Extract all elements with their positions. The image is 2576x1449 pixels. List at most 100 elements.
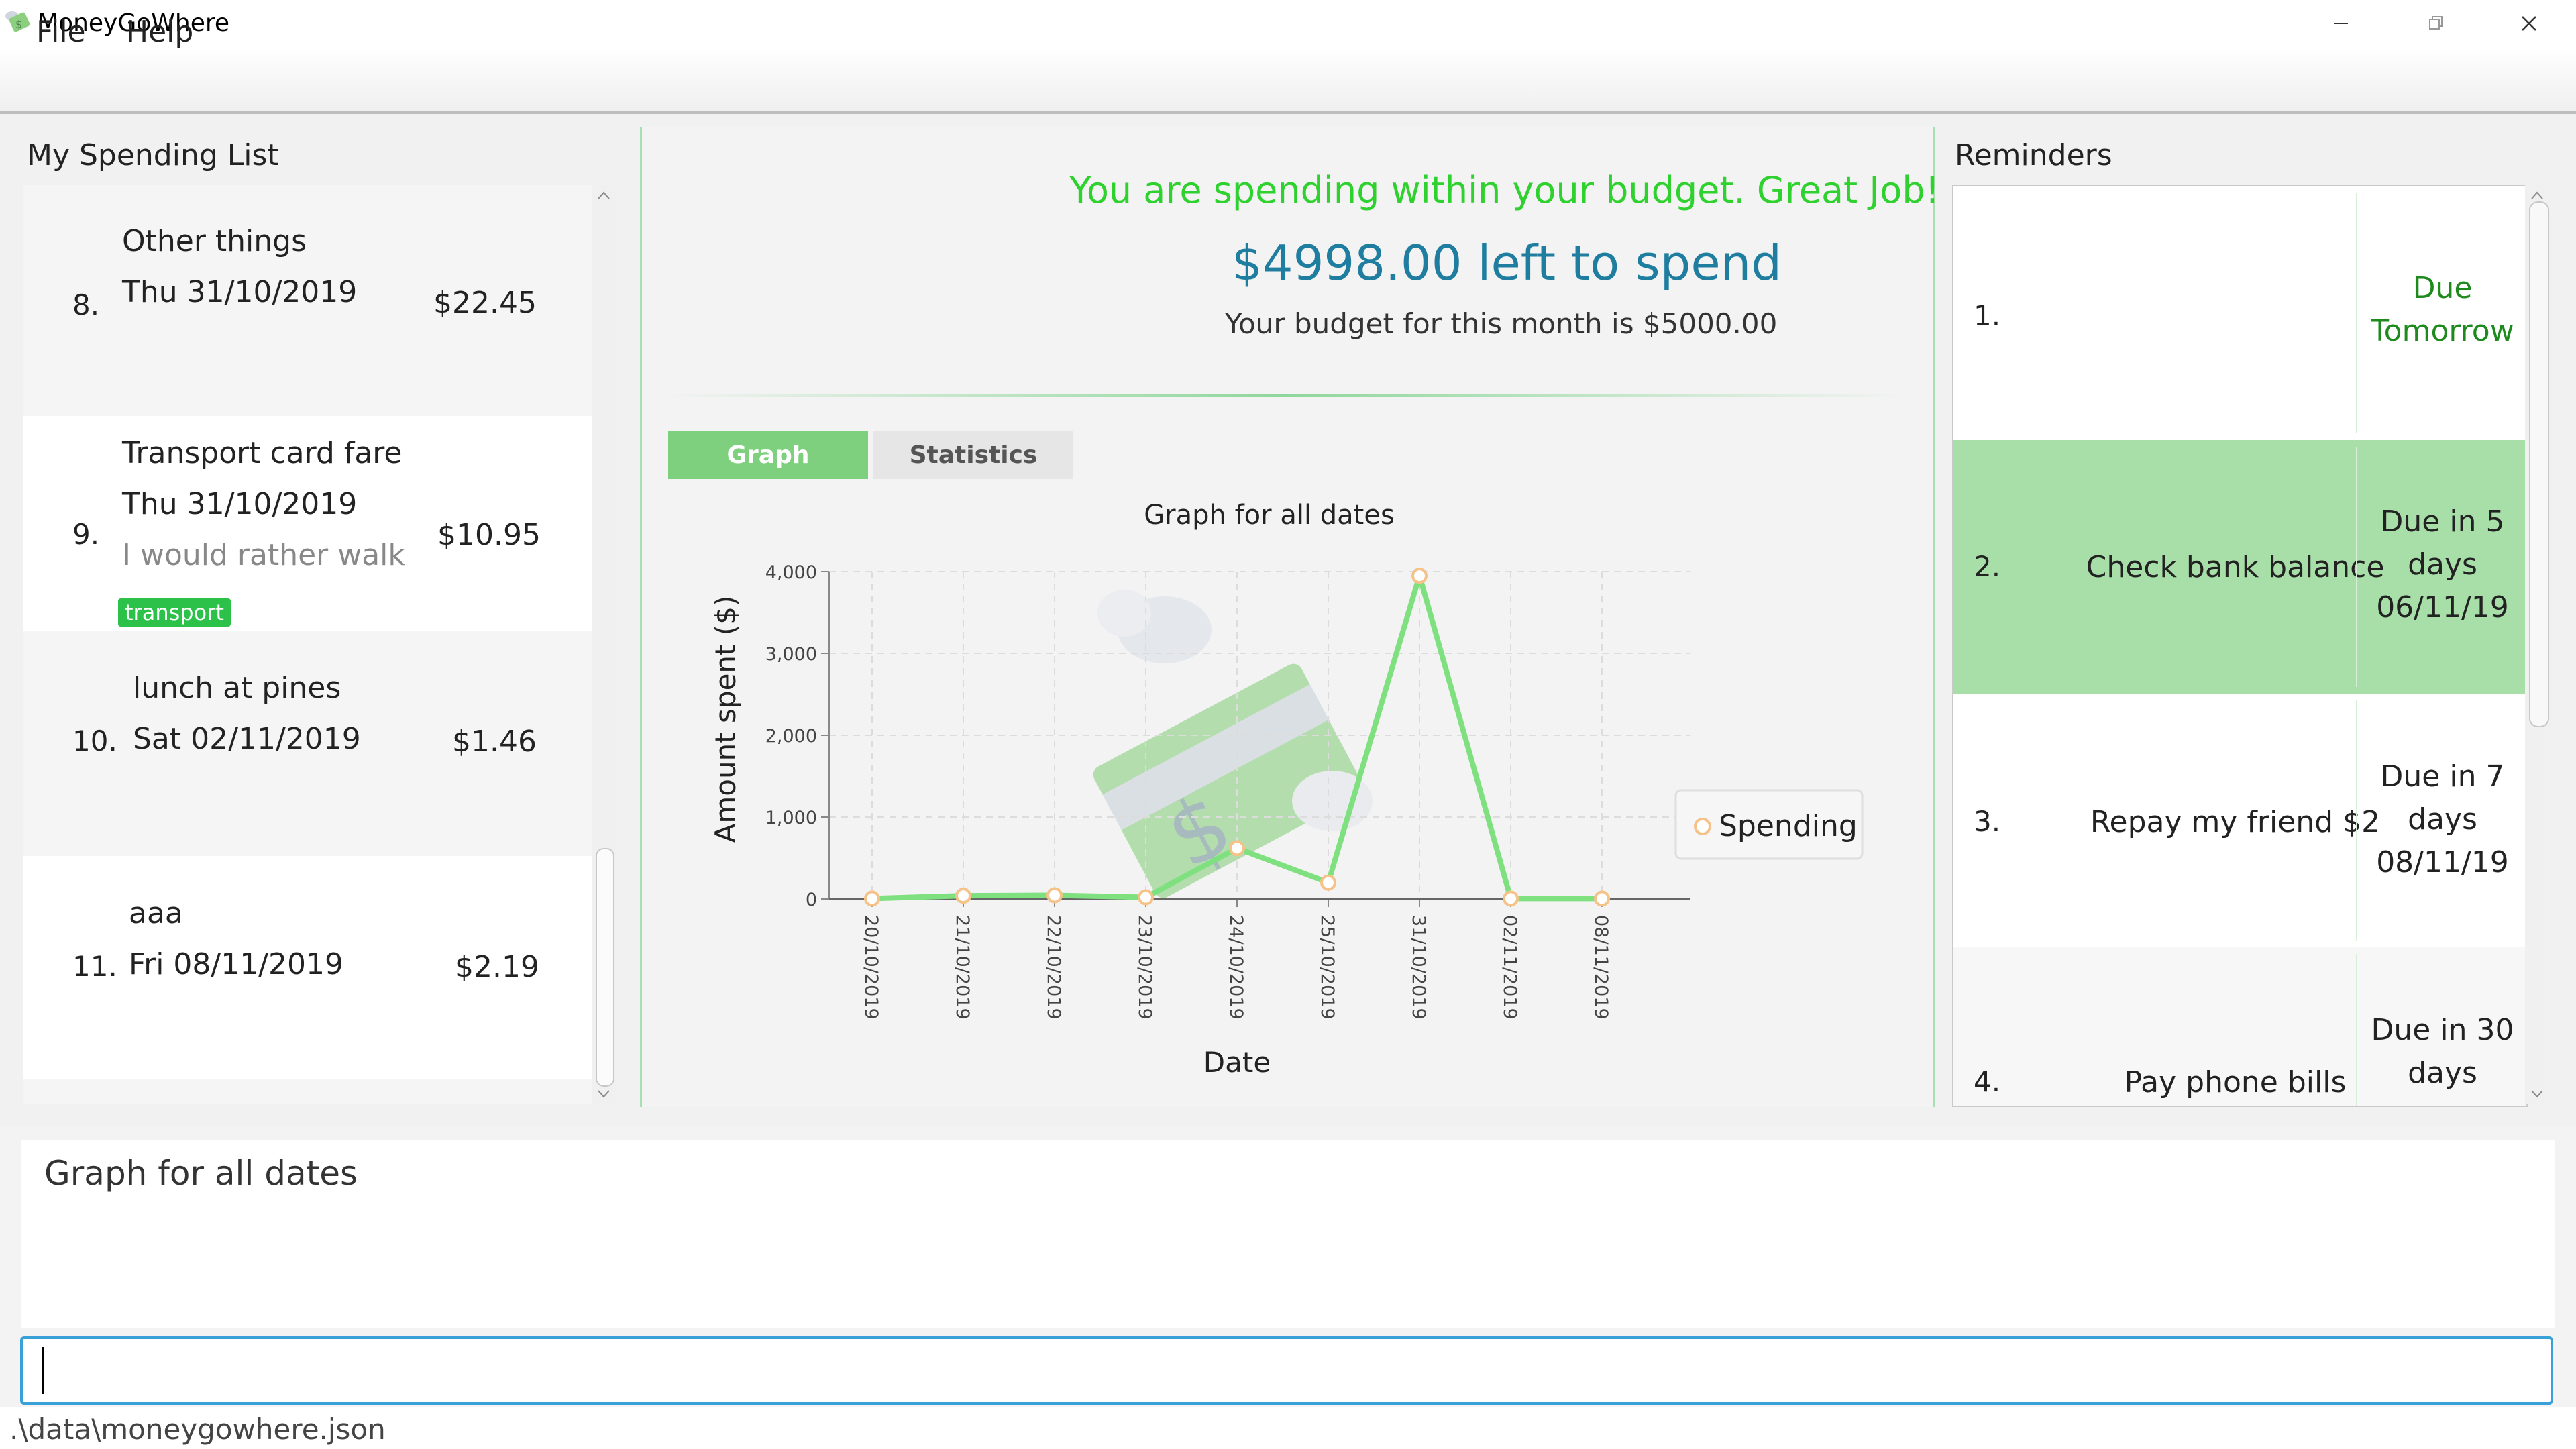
budget-panel [640, 127, 1935, 1107]
reminder-divider [2356, 193, 2357, 433]
reminder-due-line: days [2408, 802, 2477, 837]
reminder-row[interactable]: 2. Check bank balance Due in 5 days 06/1… [1953, 440, 2526, 694]
reminder-due-line: Due in 30 [2371, 1013, 2514, 1047]
spending-card[interactable]: 8. Other things Thu 31/10/2019 $22.45 [23, 185, 592, 408]
reminder-due-line: 08/11/19 [2376, 845, 2509, 879]
y-tick-label: 1,000 [765, 808, 817, 828]
reminder-divider [2356, 447, 2357, 687]
scroll-up-icon[interactable] [2525, 185, 2549, 205]
status-bar-path: .\data\moneygowhere.json [9, 1413, 386, 1446]
spending-name: aaa [129, 896, 183, 930]
menu-file[interactable]: File [36, 15, 86, 49]
monthly-budget: Your budget for this month is $5000.00 [1225, 307, 1778, 340]
spending-name: lunch at pines [133, 671, 341, 705]
spending-chart: $ Graph for all dates 0 1,000 2,000 3,000 4,… [709, 500, 1864, 1079]
reminder-row[interactable]: 4. Pay phone bills Due in 30 days [1953, 947, 2526, 1106]
reminder-index: 2. [1974, 550, 2001, 583]
reminder-due-line: 06/11/19 [2376, 590, 2509, 625]
reminder-row[interactable]: 3. Repay my friend $2 Due in 7 days 08/1… [1953, 694, 2526, 947]
x-tick-label: 08/11/2019 [1591, 915, 1611, 1020]
chart-axes: 0 1,000 2,000 3,000 4,000 20/10/2019 21/10/201… [765, 562, 1690, 1020]
spending-card[interactable]: 10. lunch at pines Sat 02/11/2019 $1.46 [23, 631, 592, 853]
reminder-due: Due in 5 days 06/11/19 [2359, 500, 2526, 629]
x-tick-label: 24/10/2019 [1226, 915, 1246, 1020]
y-tick-label: 4,000 [765, 562, 817, 583]
x-tick-label: 31/10/2019 [1408, 915, 1429, 1020]
spending-list-title: My Spending List [27, 138, 279, 172]
x-tick-label: 20/10/2019 [861, 915, 881, 1020]
reminder-index: 4. [1974, 1065, 2001, 1098]
chart-series [864, 568, 1610, 907]
spending-name: Transport card fare [122, 436, 402, 470]
spending-name: Other things [122, 224, 307, 258]
watermark-logo-icon: $ [1093, 590, 1373, 898]
data-point [1046, 887, 1063, 904]
reminder-divider [2356, 700, 2357, 941]
reminder-due-line: Due in 7 [2380, 759, 2505, 794]
reminders-title: Reminders [1955, 138, 2112, 172]
command-input[interactable] [20, 1336, 2553, 1405]
spending-amount: $22.45 [433, 286, 537, 320]
budget-status-message: You are spending within your budget. Gre… [1069, 169, 1940, 211]
spending-card[interactable]: 11. aaa Fri 08/11/2019 $2.19 [23, 856, 592, 1079]
reminder-description: Check bank balance [2086, 550, 2385, 584]
spending-amount: $1.46 [452, 724, 537, 759]
spending-card[interactable]: 9. Transport card fare Thu 31/10/2019 I … [23, 416, 592, 631]
spending-date: Thu 31/10/2019 [122, 275, 358, 309]
reminder-due: Due Tomorrow [2359, 267, 2526, 353]
status-bar [0, 1407, 2576, 1449]
menu-bar [0, 47, 2576, 114]
reminder-row[interactable]: 1. Due Tomorrow [1953, 186, 2526, 440]
spending-index: 9. [72, 518, 100, 551]
scroll-down-icon[interactable] [2525, 1084, 2549, 1104]
menu-help[interactable]: Help [126, 15, 194, 49]
spending-index: 10. [72, 724, 117, 757]
close-button[interactable] [2482, 0, 2576, 47]
window-title: MoneyGoWhere [38, 9, 229, 37]
spending-date: Sat 02/11/2019 [133, 722, 361, 756]
reminder-divider [2356, 954, 2357, 1106]
legend-marker-icon [1694, 818, 1711, 835]
spending-remark: I would rather walk [122, 538, 405, 572]
spending-date: Thu 31/10/2019 [122, 487, 358, 521]
chart-title: Graph for all dates [1144, 500, 1395, 531]
spending-index: 11. [72, 950, 117, 983]
x-tick-label: 21/10/2019 [952, 915, 973, 1020]
reminder-due: Due in 30 days [2359, 1009, 2526, 1095]
reminder-due-line: Due in 5 [2380, 504, 2505, 539]
scroll-down-icon[interactable] [592, 1084, 616, 1104]
data-point [1320, 874, 1336, 891]
x-tick-label: 02/11/2019 [1499, 915, 1520, 1020]
y-tick-label: 3,000 [765, 644, 817, 665]
x-tick-label: 25/10/2019 [1317, 915, 1338, 1020]
title-bar [0, 0, 2576, 47]
reminder-description: Pay phone bills [2124, 1065, 2347, 1099]
scroll-up-icon[interactable] [592, 185, 616, 205]
divider [664, 394, 1905, 397]
data-point [1594, 890, 1610, 907]
maximize-button[interactable] [2388, 0, 2482, 47]
chart-legend: Spending [1674, 789, 1864, 860]
reminder-index: 3. [1974, 805, 2001, 838]
minimize-button[interactable] [2294, 0, 2388, 47]
spending-list[interactable]: 8. Other things Thu 31/10/2019 $22.45 9.… [23, 185, 592, 1104]
text-caret [42, 1347, 44, 1394]
spending-index: 8. [72, 288, 100, 321]
svg-text:$: $ [15, 18, 22, 31]
money-wings-icon: $ [4, 7, 35, 38]
data-point [1411, 568, 1428, 584]
tab-graph[interactable]: Graph [668, 431, 868, 479]
data-point [864, 890, 880, 907]
tab-statistics[interactable]: Statistics [873, 431, 1073, 479]
y-axis-label: Amount spent ($) [709, 596, 742, 843]
spending-list-scroll-thumb[interactable] [596, 848, 614, 1087]
reminder-list[interactable]: 1. Due Tomorrow 2. Check bank balance Du… [1952, 185, 2528, 1107]
spending-amount: $2.19 [455, 950, 539, 984]
result-display-text: Graph for all dates [44, 1154, 358, 1193]
legend-label: Spending [1719, 809, 1858, 843]
tag-badge: transport [118, 598, 231, 627]
y-tick-label: 2,000 [765, 726, 817, 747]
data-point [1138, 889, 1154, 906]
y-tick-label: 0 [806, 890, 817, 910]
reminder-list-scroll-thumb[interactable] [2529, 201, 2549, 727]
